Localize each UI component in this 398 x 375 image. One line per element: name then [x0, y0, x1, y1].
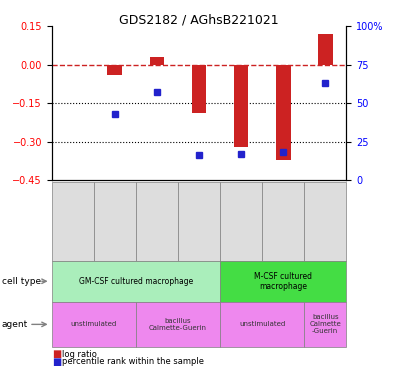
Text: bacillus
Calmette
-Guerin: bacillus Calmette -Guerin — [309, 314, 341, 334]
Bar — [276, 64, 291, 159]
Text: unstimulated: unstimulated — [71, 321, 117, 327]
Text: log ratio: log ratio — [62, 350, 97, 359]
Bar — [107, 64, 122, 75]
Text: ■: ■ — [52, 357, 61, 367]
Text: ■: ■ — [52, 350, 61, 359]
Text: cell type: cell type — [2, 277, 41, 286]
Bar — [318, 34, 333, 64]
Text: agent: agent — [2, 320, 28, 329]
Text: bacillus
Calmette-Guerin: bacillus Calmette-Guerin — [149, 318, 207, 331]
Text: GM-CSF cultured macrophage: GM-CSF cultured macrophage — [79, 277, 193, 286]
Text: GDS2182 / AGhsB221021: GDS2182 / AGhsB221021 — [119, 13, 279, 26]
Bar — [150, 57, 164, 64]
Bar — [192, 64, 206, 113]
Text: M-CSF cultured
macrophage: M-CSF cultured macrophage — [254, 272, 312, 291]
Bar — [234, 64, 248, 147]
Text: percentile rank within the sample: percentile rank within the sample — [62, 357, 204, 366]
Text: unstimulated: unstimulated — [239, 321, 285, 327]
